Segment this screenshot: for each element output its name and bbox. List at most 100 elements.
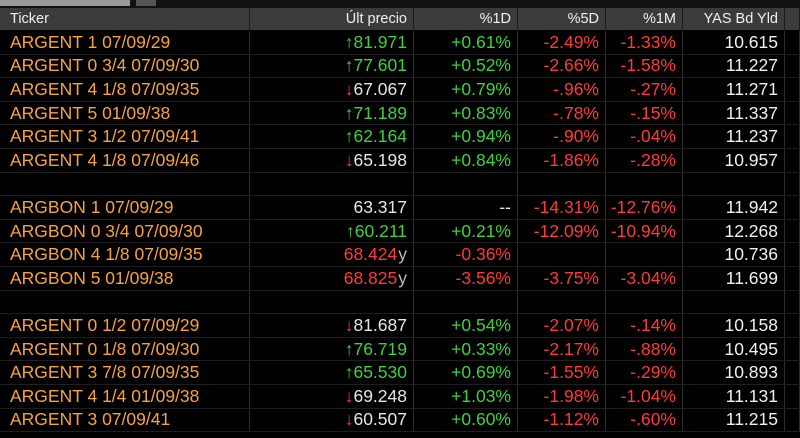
pct-change: -.96% [518, 78, 606, 101]
pct-change: -0.36% [414, 243, 518, 266]
bond-row[interactable]: ARGENT 0 3/4 07/09/30 ↑ 77.601 +0.52% -2.66%… [0, 54, 800, 79]
column-header[interactable]: Ticker [0, 8, 250, 30]
pct-change: +1.03% [414, 385, 518, 408]
pct-change: -- [414, 196, 518, 219]
pct-change: -3.04% [606, 267, 683, 290]
empty-cell [518, 172, 606, 196]
empty-cell [414, 172, 518, 196]
trend-arrow: ↓ [344, 78, 354, 99]
pct-change: -1.55% [518, 361, 606, 384]
pct-change: -12.76% [606, 196, 683, 219]
bond-row[interactable]: ARGBON 5 01/09/38 68.825 y -3.56% -3.75% -3.0… [0, 267, 800, 291]
column-header[interactable]: %5D [518, 8, 606, 30]
yield: 11.215 [683, 408, 785, 432]
bond-row[interactable]: ARGENT 4 1/8 07/09/46 ↓ 65.198 +0.84% -1.86%… [0, 149, 800, 173]
yield: 11.942 [683, 196, 785, 219]
yield: 12.268 [683, 219, 785, 243]
bond-row[interactable]: ARGENT 3 7/8 07/09/35 ↑ 65.530 +0.69% -1.55%… [0, 361, 800, 385]
pct-change: -.29% [606, 361, 683, 384]
bond-row[interactable]: ARGENT 0 1/8 07/09/30 ↑ 76.719 +0.33% -2.17%… [0, 337, 800, 362]
pct-change: -2.07% [518, 314, 606, 337]
ticker: ARGENT 3 07/09/41 [0, 408, 250, 432]
bond-row[interactable]: ARGENT 0 1/2 07/09/29 ↓ 81.687 +0.54% -2.07%… [0, 314, 800, 338]
pct-change: +0.54% [414, 314, 518, 337]
price-cell: 68.424 y [250, 243, 414, 266]
empty-cell [683, 290, 785, 314]
trend-arrow: ↑ [344, 126, 354, 147]
filler [785, 267, 800, 290]
price-cell: ↑ 81.971 [250, 31, 414, 54]
ticker: ARGENT 3 7/8 07/09/35 [0, 361, 250, 384]
bond-row[interactable]: ARGBON 0 3/4 07/09/30 ↑ 60.211 +0.21% -12.09… [0, 219, 800, 244]
price: 65.198 [353, 149, 407, 170]
price: 81.687 [353, 314, 407, 335]
pct-change [518, 243, 606, 266]
column-header[interactable]: Últ precio [250, 8, 414, 30]
tab-bar [0, 0, 800, 8]
pct-change: -.14% [606, 314, 683, 337]
pct-change: -.88% [606, 337, 683, 361]
bond-row[interactable]: ARGENT 1 07/09/29 ↑ 81.971 +0.61% -2.49% -1.3… [0, 31, 800, 55]
price-suffix: y [398, 267, 407, 288]
filler [785, 219, 800, 243]
price: 68.424 [343, 244, 398, 265]
bond-row[interactable]: ARGBON 4 1/8 07/09/35 68.424 y -0.36% 10.736 [0, 243, 800, 267]
column-header[interactable]: %1D [414, 8, 518, 30]
pct-change: +0.60% [414, 408, 518, 432]
empty-cell [250, 172, 414, 196]
pct-change: +0.79% [414, 78, 518, 101]
yield: 10.736 [683, 243, 785, 266]
ticker: ARGENT 0 3/4 07/09/30 [0, 54, 250, 78]
filler [785, 54, 800, 78]
pct-change: -1.12% [518, 408, 606, 432]
trend-arrow: ↓ [344, 149, 354, 170]
pct-change: +0.94% [414, 125, 518, 148]
pct-change: -.28% [606, 149, 683, 172]
price: 60.507 [353, 409, 407, 430]
price: 67.067 [353, 78, 407, 99]
trend-arrow: ↑ [344, 31, 354, 52]
pct-change: -1.58% [606, 54, 683, 78]
filler [785, 408, 800, 432]
yield: 10.495 [683, 337, 785, 361]
ticker: ARGENT 4 1/8 07/09/46 [0, 149, 250, 172]
price-cell: ↑ 65.530 [250, 361, 414, 384]
tab-button[interactable] [136, 0, 156, 6]
bond-row[interactable]: ARGENT 4 1/4 01/09/38 ↓ 69.248 +1.03% -1.98%… [0, 385, 800, 409]
empty-cell [414, 290, 518, 314]
pct-change: -.78% [518, 101, 606, 125]
bond-row[interactable]: ARGENT 5 01/09/38 ↑ 71.189 +0.83% -.78% -.15%… [0, 101, 800, 126]
pct-change: -.60% [606, 408, 683, 432]
empty-cell [0, 290, 250, 314]
pct-change: -10.94% [606, 219, 683, 243]
bond-row[interactable]: ARGENT 4 1/8 07/09/35 ↓ 67.067 +0.79% -.96% -… [0, 78, 800, 102]
filler [785, 78, 800, 101]
price: 81.971 [353, 31, 407, 52]
price-cell: ↑ 62.164 [250, 125, 414, 148]
trend-arrow: ↓ [344, 314, 354, 335]
header-row: Ticker Últ precio %1D %5D %1M YAS Bd Yld [0, 8, 800, 30]
price: 63.317 [353, 196, 407, 217]
trend-arrow: ↑ [344, 102, 354, 123]
pct-change: +0.33% [414, 337, 518, 361]
yield: 11.131 [683, 385, 785, 408]
price: 62.164 [353, 126, 407, 147]
column-header[interactable]: YAS Bd Yld [683, 8, 785, 30]
price-cell: ↑ 60.211 [250, 219, 414, 243]
price: 60.211 [354, 220, 407, 241]
yield: 10.957 [683, 149, 785, 172]
yield: 11.699 [683, 267, 785, 290]
column-header[interactable]: %1M [606, 8, 683, 30]
trend-arrow: ↑ [344, 338, 354, 359]
yield: 11.337 [683, 101, 785, 125]
tab[interactable] [0, 0, 130, 6]
bond-row[interactable]: ARGENT 3 1/2 07/09/41 ↑ 62.164 +0.94% -.90% -… [0, 125, 800, 149]
trend-arrow: ↑ [344, 362, 354, 383]
trend-arrow: ↓ [344, 385, 354, 406]
pct-change: +0.52% [414, 54, 518, 78]
filler [785, 361, 800, 384]
bond-row[interactable]: ARGBON 1 07/09/29 63.317 -- -14.31% -12.76% 1… [0, 196, 800, 220]
bond-row[interactable]: ARGENT 3 07/09/41 ↓ 60.507 +0.60% -1.12% -.60… [0, 408, 800, 433]
pct-change: -1.98% [518, 385, 606, 408]
